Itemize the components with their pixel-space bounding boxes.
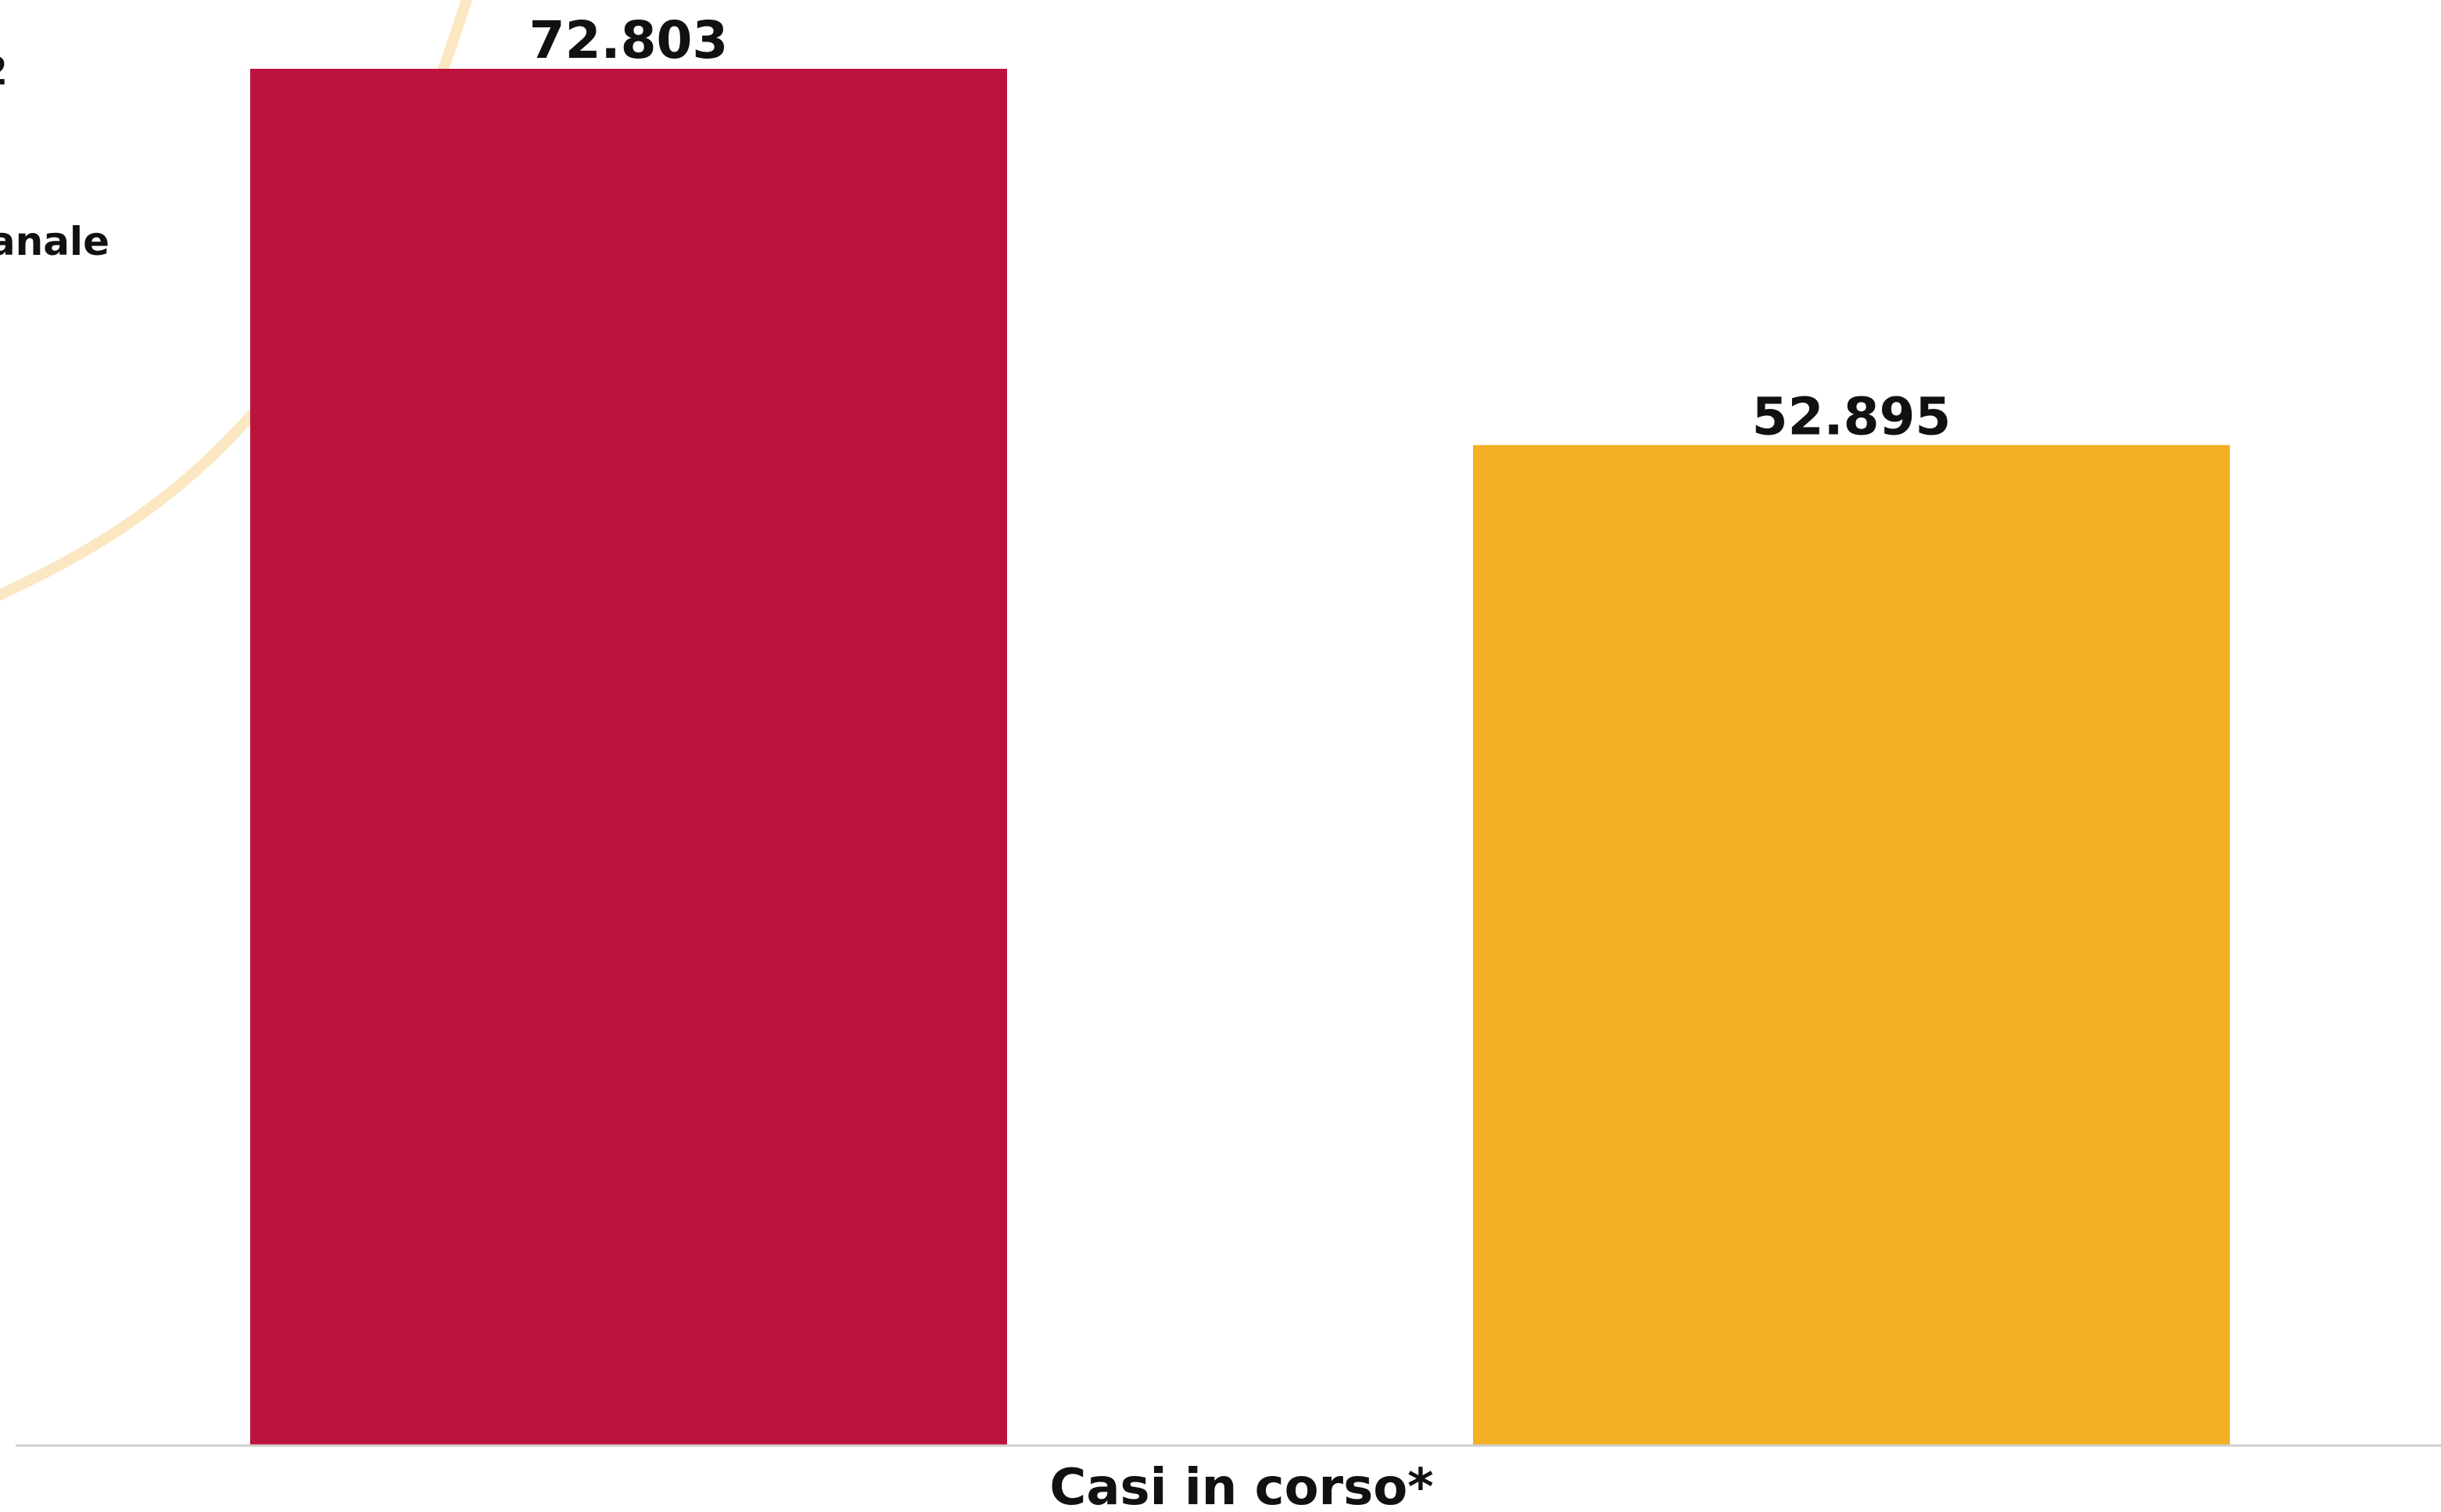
bar-series-2: [1473, 445, 2230, 1445]
legend-fragment-label: anale: [0, 219, 109, 264]
legend-fragment-top: 2: [0, 48, 8, 94]
bar-series-1: [250, 69, 1007, 1445]
data-label-series-1: 72.803: [529, 10, 729, 70]
x-axis-category-label: Casi in corso*: [1049, 1459, 1433, 1512]
data-label-series-2: 52.895: [1752, 386, 1952, 446]
